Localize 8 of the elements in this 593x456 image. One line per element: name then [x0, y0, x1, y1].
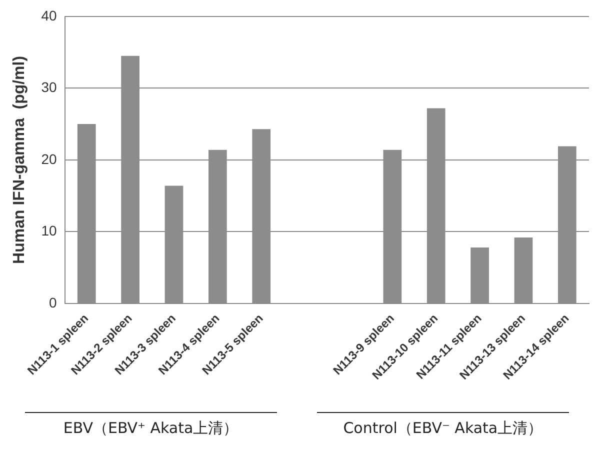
y-tick-label: 40 [41, 7, 57, 24]
y-tick-label: 10 [41, 222, 57, 239]
y-tick-label: 30 [41, 79, 57, 96]
y-axis-title: Human IFN-gamma (pg/ml) [11, 56, 28, 264]
y-tick-label: 0 [48, 294, 57, 310]
group-bracket: EBV（EBV⁺ Akata上清） [24, 412, 277, 438]
y-tick-label: 20 [41, 150, 57, 167]
group-bracket: Control（EBV⁻ Akata上清） [316, 412, 569, 438]
